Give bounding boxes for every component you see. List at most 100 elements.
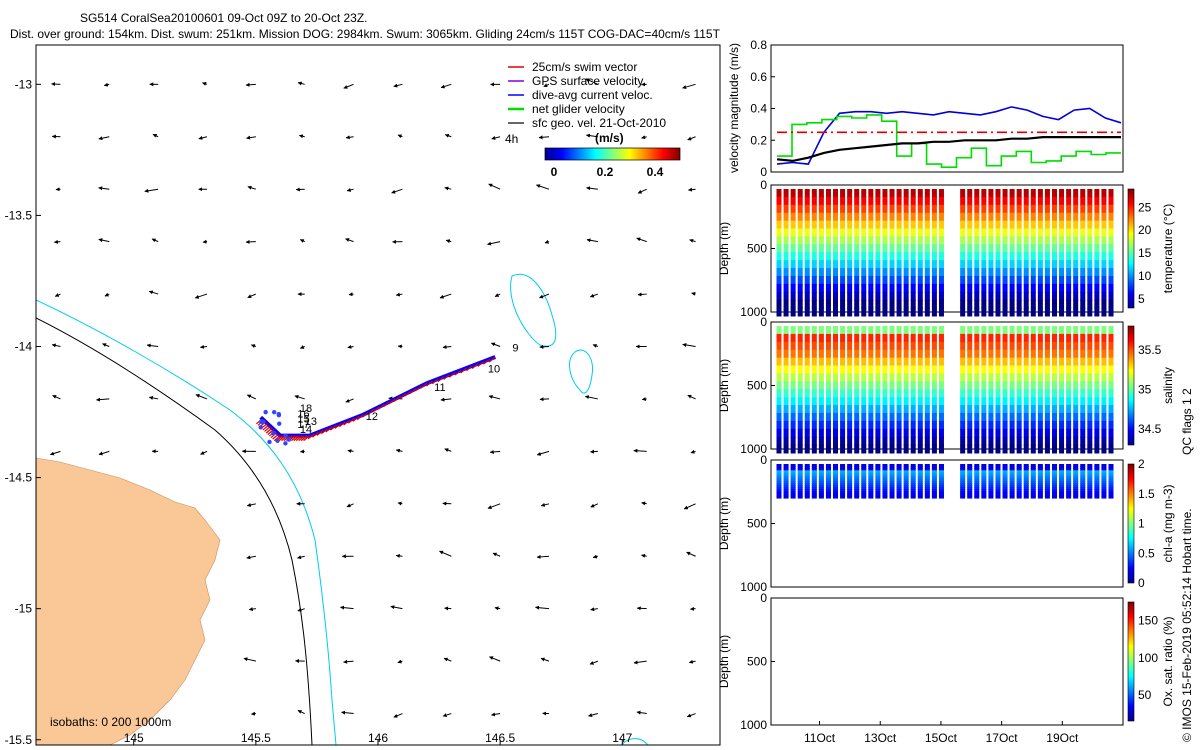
profile-cell (910, 482, 916, 486)
profile-cell (840, 341, 846, 351)
profile-cell (1051, 275, 1057, 285)
legend-4h: 4h (505, 132, 518, 146)
profile-cell (790, 470, 796, 474)
colorbar-tick-label: 25 (1138, 200, 1152, 214)
geo-vector (299, 239, 305, 243)
profile-cell (910, 349, 916, 359)
profile-cell (833, 491, 839, 495)
swim-vector (404, 390, 412, 397)
profile-cell (910, 244, 916, 254)
profile-cell (988, 444, 994, 454)
profile-cell (1037, 204, 1043, 214)
profile-cell (903, 464, 909, 468)
profile-cell (847, 472, 853, 476)
swim-vector (372, 406, 380, 413)
profile-cell (882, 212, 888, 222)
profile-cell (854, 470, 860, 474)
profile-cell (783, 373, 789, 383)
profile-cell (1037, 373, 1043, 383)
profile-cell (1016, 478, 1022, 482)
profile-cell (910, 228, 916, 238)
colorbar-label: temperature (°C) (1161, 204, 1175, 294)
profile-cell (924, 474, 930, 478)
profile-cell (910, 420, 916, 430)
profile-cell (1087, 389, 1093, 399)
profile-cell (995, 412, 1001, 422)
profile-cell (1108, 464, 1114, 468)
profile-cell (790, 491, 796, 495)
profile-cell (1037, 436, 1043, 446)
profile-cell (1073, 228, 1079, 238)
profile-cell (1023, 341, 1029, 351)
swim-vector (321, 428, 328, 435)
profile-cell (882, 204, 888, 214)
profile-cell (988, 420, 994, 430)
profile-cell (797, 478, 803, 482)
profile-cell (1002, 212, 1008, 222)
profile-cell (988, 333, 994, 343)
profile-cell (1044, 464, 1050, 468)
profile-cell (931, 326, 937, 335)
profile-cell (981, 436, 987, 446)
profile-cell (840, 275, 846, 285)
profile-cell (995, 349, 1001, 359)
profile-cell (783, 283, 789, 293)
profile-cell (1101, 299, 1107, 309)
profile-cell (1087, 275, 1093, 285)
profile-cell (868, 420, 874, 430)
profile-cell (882, 228, 888, 238)
profile-cell (974, 204, 980, 214)
profile-cell (818, 466, 824, 470)
profile-cell (783, 472, 789, 476)
profile-cell (960, 478, 966, 482)
profile-cell (910, 480, 916, 484)
profile-cell (896, 482, 902, 486)
profile-cell (1087, 236, 1093, 246)
profile-cell (1023, 204, 1029, 214)
profile-cell (1009, 307, 1015, 317)
profile-cell (811, 299, 817, 309)
profile-cell (1023, 482, 1029, 486)
map-xtick-label: 145.5 (241, 731, 271, 745)
profile-cell (1108, 444, 1114, 454)
profile-cell (811, 189, 817, 198)
profile-cell (1051, 484, 1057, 489)
profile-cell (811, 493, 817, 497)
time-xtick-label: 13Oct (864, 731, 897, 745)
profile-cell (960, 428, 966, 438)
profile-cell (1108, 189, 1114, 198)
profile-cell (924, 484, 930, 489)
profile-cell (960, 420, 966, 430)
profile-cell (882, 428, 888, 438)
profile-cell (811, 389, 817, 399)
gps-fix (276, 411, 281, 417)
profile-cell (924, 470, 930, 474)
profile-cell (1030, 307, 1036, 317)
profile-cell (882, 484, 888, 489)
profile-cell (825, 489, 831, 493)
colorbar-tick-label: 150 (1138, 614, 1158, 628)
profile-cell (861, 389, 867, 399)
profile-cell (903, 476, 909, 480)
profile-cell (1101, 349, 1107, 359)
profile-cell (1016, 357, 1022, 367)
profile-cell (981, 487, 987, 491)
profile-cell (1016, 436, 1022, 446)
profile-cell (974, 474, 980, 478)
profile-cell (1037, 487, 1043, 491)
profile-cell (1016, 307, 1022, 317)
profile-cell (917, 464, 923, 468)
profile-cell (833, 275, 839, 285)
profile-cell (981, 476, 987, 480)
profile-cell (1080, 357, 1086, 367)
profile-cell (1051, 307, 1057, 317)
profile-cell (818, 405, 824, 414)
profile-cell (833, 480, 839, 484)
profile-cell (1094, 491, 1100, 495)
profile-cell (818, 291, 824, 301)
profile-cell (917, 283, 923, 293)
depth-ytick-label: 0 (760, 453, 767, 467)
profile-cell (1016, 476, 1022, 480)
swim-vector (316, 429, 324, 436)
